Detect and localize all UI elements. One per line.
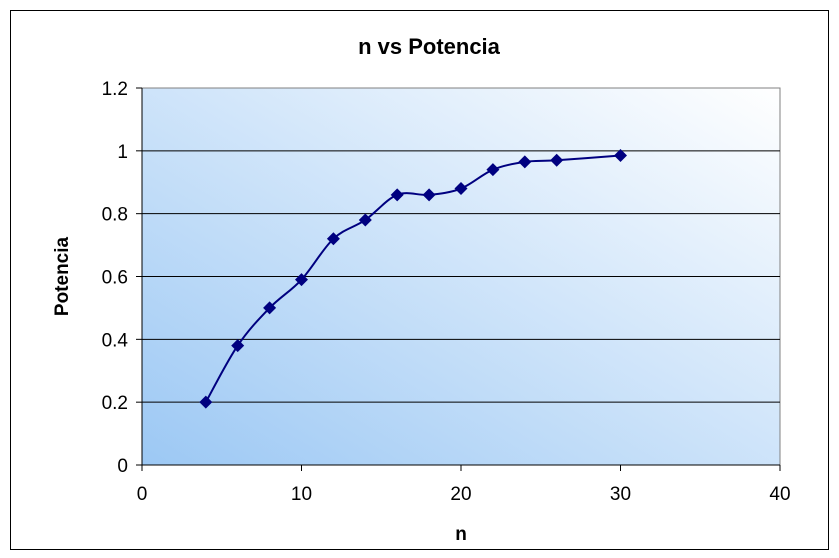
y-tick-label: 0.4: [102, 330, 129, 351]
data-point-marker: [390, 188, 404, 202]
data-point-marker: [614, 149, 627, 163]
y-tick-label: 0.8: [102, 205, 128, 226]
x-tick-label: 0: [137, 484, 148, 505]
data-point-marker: [550, 153, 564, 167]
data-point-marker: [199, 395, 213, 409]
x-tick-label: 10: [291, 484, 312, 505]
y-tick-label: 0.2: [102, 393, 128, 414]
y-tick-label: 1: [117, 142, 128, 163]
x-tick-label: 30: [610, 484, 631, 505]
y-tick-label: 1.2: [102, 79, 128, 100]
y-axis-title: Potencia: [52, 236, 73, 316]
data-point-marker: [263, 301, 277, 315]
y-tick-label: 0.6: [102, 268, 128, 289]
data-point-marker: [358, 213, 372, 227]
data-point-marker: [231, 339, 245, 353]
x-tick-label: 40: [769, 484, 790, 505]
data-point-marker: [518, 155, 532, 169]
x-tick-label: 20: [450, 484, 471, 505]
y-tick-label: 0: [117, 456, 128, 477]
data-point-marker: [326, 232, 340, 246]
data-point-marker: [295, 273, 308, 287]
data-point-marker: [486, 163, 500, 177]
x-axis-title: n: [455, 524, 467, 545]
data-point-marker: [422, 188, 436, 202]
chart-title: n vs Potencia: [358, 34, 501, 59]
data-point-marker: [454, 182, 468, 196]
